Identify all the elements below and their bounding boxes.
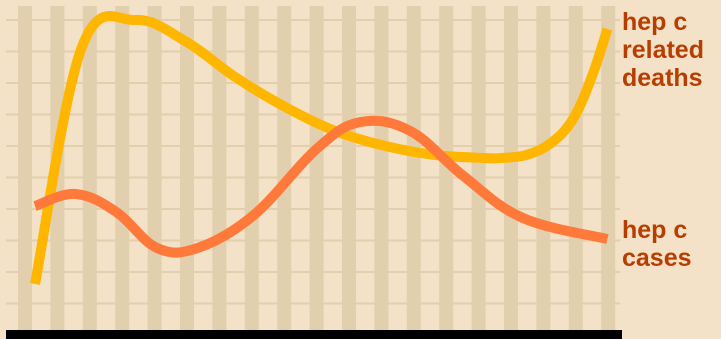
grid-band	[115, 6, 130, 330]
series-layer	[30, 11, 613, 285]
grid-band	[342, 6, 356, 330]
grid-band	[309, 6, 324, 330]
x-axis-baseline	[6, 330, 622, 339]
grid-band	[180, 6, 194, 330]
series-label-deaths: hep c related deaths	[622, 8, 704, 92]
grid-band	[536, 6, 551, 330]
grid-band	[601, 6, 616, 330]
series-line-hep-c-related-deaths	[30, 11, 613, 285]
grid-band	[504, 6, 518, 330]
grid-band	[82, 6, 97, 330]
series-label-cases: hep c cases	[622, 216, 692, 272]
grid-band	[568, 6, 583, 330]
grid-band	[406, 6, 421, 330]
grid-band	[374, 6, 389, 330]
grid-band	[212, 6, 227, 330]
grid-band	[439, 6, 454, 330]
grid-band	[147, 6, 162, 330]
grid-band	[244, 6, 259, 330]
grid-band	[18, 6, 32, 330]
series-line-hep-c-cases	[33, 115, 609, 258]
grid-band	[277, 6, 292, 330]
grid-band	[471, 6, 486, 330]
grid	[6, 6, 620, 330]
